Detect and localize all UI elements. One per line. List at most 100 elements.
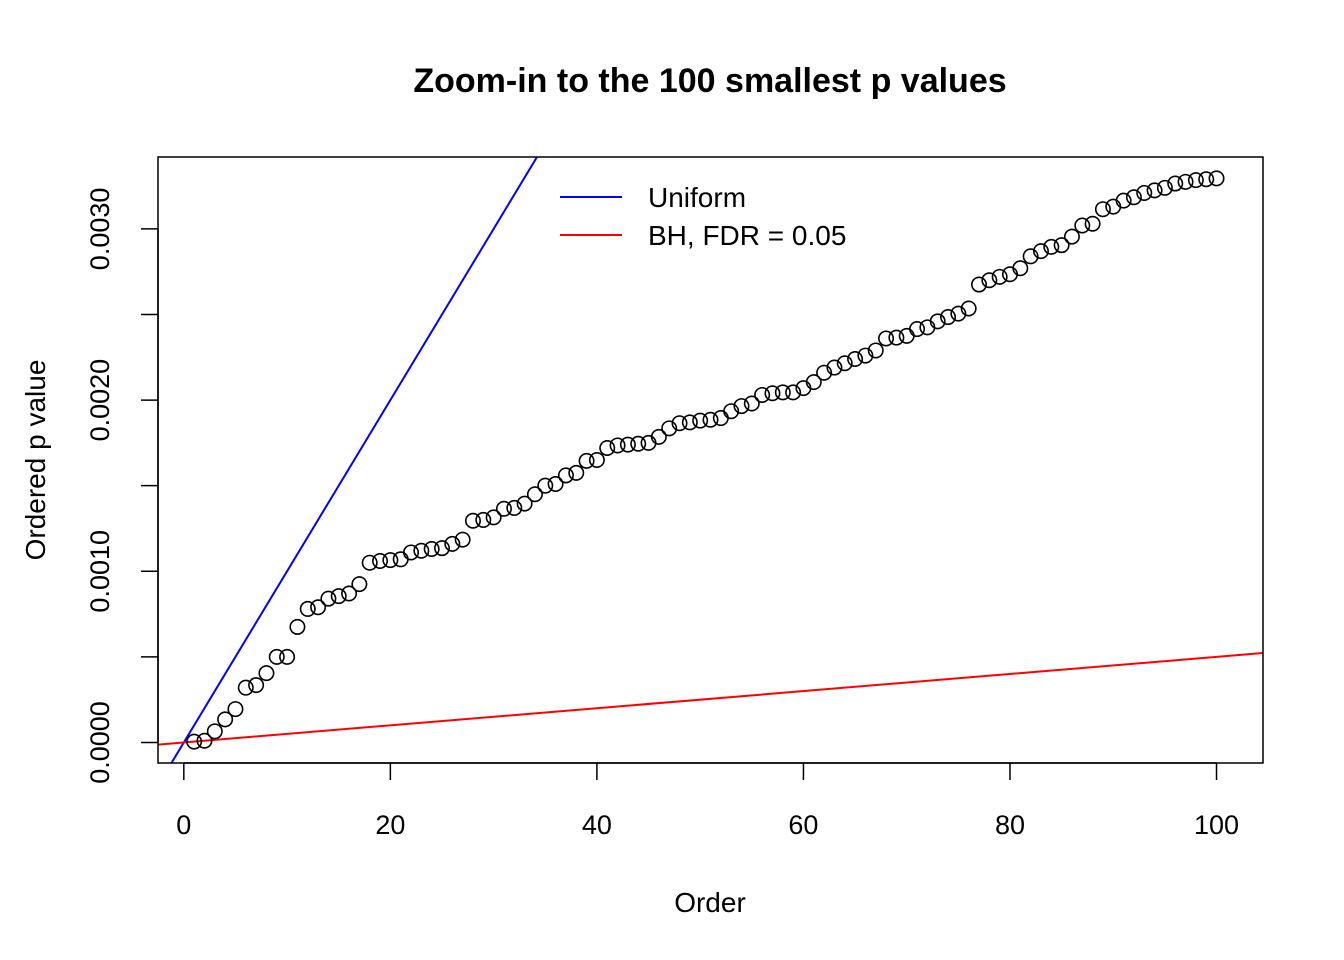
data-point: [526, 486, 543, 503]
legend-label: BH, FDR = 0.05: [648, 220, 846, 251]
data-point: [1012, 260, 1029, 277]
data-point: [1208, 170, 1225, 187]
y-tick-label: 0.0020: [85, 359, 115, 442]
data-point: [1156, 179, 1173, 196]
data-point: [692, 412, 709, 429]
y-tick-label: 0.0030: [85, 188, 115, 271]
data-point: [702, 411, 719, 428]
data-point: [1022, 248, 1039, 265]
data-point: [733, 398, 750, 415]
x-tick-label: 60: [788, 810, 818, 840]
data-point: [630, 435, 647, 452]
data-point: [227, 701, 244, 718]
x-axis: 0 20 40 60 80 100: [176, 762, 1239, 840]
data-point: [279, 648, 296, 665]
data-point: [805, 374, 822, 391]
data-point: [495, 500, 512, 517]
data-point: [454, 531, 471, 548]
data-point: [557, 467, 574, 484]
data-point: [619, 436, 636, 453]
data-point: [403, 544, 420, 561]
data-point: [372, 552, 389, 569]
data-point: [248, 677, 265, 694]
data-point: [413, 542, 430, 559]
reference-line-1: [170, 157, 539, 763]
reference-lines: [158, 157, 1263, 763]
data-point: [1187, 172, 1204, 189]
y-tick-label: 0.0000: [85, 701, 115, 784]
data-point: [991, 268, 1008, 285]
x-tick-label: 80: [995, 810, 1025, 840]
data-point: [981, 272, 998, 289]
data-point: [1146, 182, 1163, 199]
data-point: [475, 511, 492, 528]
data-point: [1063, 228, 1080, 245]
data-point: [547, 475, 564, 492]
data-point: [237, 679, 254, 696]
data-point: [671, 415, 688, 432]
data-point: [609, 437, 626, 454]
data-point: [743, 395, 760, 412]
data-point: [723, 403, 740, 420]
data-point: [909, 321, 926, 338]
data-point: [826, 359, 843, 376]
data-point: [588, 451, 605, 468]
data-point: [382, 552, 399, 569]
data-point: [754, 386, 771, 403]
data-point: [1094, 201, 1111, 218]
data-point: [878, 330, 895, 347]
data-point: [1177, 173, 1194, 190]
x-tick-label: 40: [582, 810, 612, 840]
data-point: [217, 711, 234, 728]
data-point: [341, 585, 358, 602]
data-point: [960, 300, 977, 317]
data-points: [186, 170, 1225, 750]
data-point: [186, 733, 203, 750]
data-point: [578, 452, 595, 469]
data-point: [320, 590, 337, 607]
data-point: [867, 342, 884, 359]
data-point: [330, 588, 347, 605]
data-point: [1198, 171, 1215, 188]
data-point: [464, 512, 481, 529]
data-point: [289, 618, 306, 635]
data-point: [1074, 217, 1091, 234]
x-tick-label: 100: [1194, 810, 1239, 840]
data-point: [785, 384, 802, 401]
data-point: [1136, 184, 1153, 201]
data-point: [929, 313, 946, 330]
data-point: [681, 414, 698, 431]
data-point: [764, 385, 781, 402]
data-point: [650, 428, 667, 445]
data-point: [206, 723, 223, 740]
data-point: [516, 495, 533, 512]
data-point: [568, 464, 585, 481]
data-point: [836, 355, 853, 372]
data-point: [1115, 192, 1132, 209]
data-point: [1053, 237, 1070, 254]
x-tick-label: 20: [375, 810, 405, 840]
data-point: [898, 327, 915, 344]
data-point: [485, 509, 502, 526]
data-point: [816, 364, 833, 381]
data-point: [444, 535, 461, 552]
data-point: [392, 551, 409, 568]
data-point: [1032, 243, 1049, 260]
data-point: [268, 648, 285, 665]
data-point: [1167, 175, 1184, 192]
data-point: [971, 276, 988, 293]
data-point: [433, 540, 450, 557]
data-point: [774, 384, 791, 401]
data-point: [661, 420, 678, 437]
data-point: [940, 309, 957, 326]
legend-label: Uniform: [648, 182, 746, 213]
data-point: [857, 347, 874, 364]
data-point: [847, 350, 864, 367]
data-point: [310, 599, 327, 616]
data-point: [299, 600, 316, 617]
y-axis-label: Ordered p value: [20, 360, 51, 561]
legend: Uniform BH, FDR = 0.05: [560, 182, 846, 251]
data-point: [196, 732, 213, 749]
data-point: [258, 665, 275, 682]
